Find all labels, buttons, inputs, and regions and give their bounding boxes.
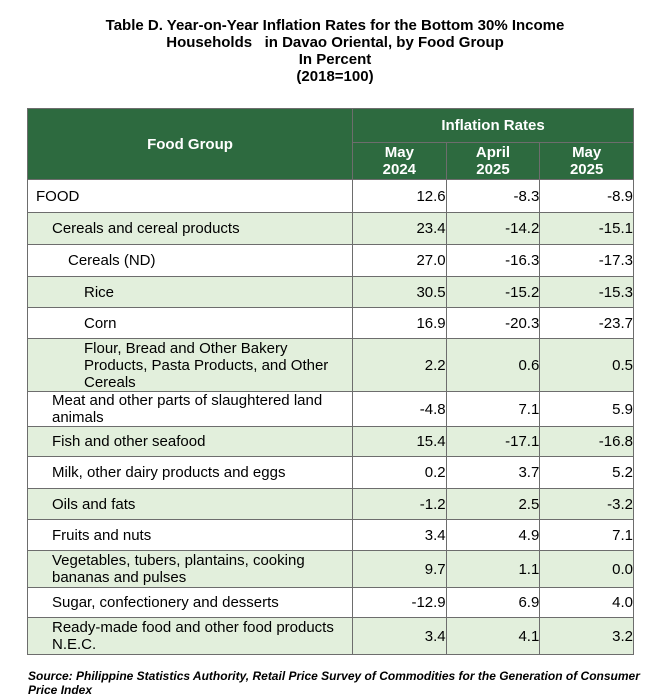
inflation-value: -12.9 [352, 587, 447, 618]
food-group-name: Meat and other parts of slaughtered land… [27, 391, 353, 427]
inflation-value: 4.1 [445, 617, 541, 655]
source-note: Source: Philippine Statistics Authority,… [28, 669, 640, 697]
inflation-value: -15.3 [539, 276, 634, 308]
food-group-name: Milk, other dairy products and eggs [27, 456, 353, 489]
inflation-value: -16.8 [539, 426, 634, 457]
inflation-value: -14.2 [445, 212, 541, 245]
inflation-value: 7.1 [539, 519, 634, 551]
inflation-value: 30.5 [352, 276, 447, 308]
inflation-value: 12.6 [352, 179, 447, 213]
inflation-value: 0.2 [352, 456, 447, 489]
inflation-value: -4.8 [352, 391, 447, 427]
inflation-value: -17.1 [445, 426, 541, 457]
title-line-1: Table D. Year-on-Year Inflation Rates fo… [105, 17, 565, 34]
food-group-name: Ready-made food and other food products … [27, 617, 353, 655]
inflation-value: 5.9 [539, 391, 634, 427]
table-row: Cereals (ND) 27.0 -16.3 -17.3 [27, 244, 634, 277]
title-line-2: Households in Davao Oriental, by Food Gr… [166, 34, 504, 51]
table-row: Oils and fats -1.2 2.5 -3.2 [27, 488, 634, 520]
header-col-1-month: May [384, 144, 414, 161]
inflation-value: 5.2 [539, 456, 634, 489]
food-group-name: Rice [27, 276, 353, 308]
inflation-value: 0.5 [539, 338, 634, 392]
table-row: FOOD 12.6 -8.3 -8.9 [27, 179, 634, 213]
inflation-value: 3.7 [445, 456, 541, 489]
food-group-name: Corn [27, 307, 353, 339]
food-group-name: Oils and fats [27, 488, 353, 520]
header-col-2-year: 2025 [476, 161, 510, 178]
food-group-name: Vegetables, tubers, plantains, cooking b… [27, 550, 353, 588]
inflation-value: 15.4 [352, 426, 447, 457]
inflation-value: 7.1 [445, 391, 541, 427]
food-group-name: Cereals (ND) [27, 244, 353, 277]
inflation-value: 16.9 [352, 307, 447, 339]
header-col-1-year: 2024 [382, 161, 417, 178]
inflation-value: -15.1 [539, 212, 634, 245]
header-inflation-rates: Inflation Rates [352, 108, 634, 143]
table-row: Flour, Bread and Other Bakery Products, … [27, 338, 634, 392]
inflation-value: -23.7 [539, 307, 634, 339]
title-line-3: In Percent [298, 51, 372, 68]
table-row: Cereals and cereal products 23.4 -14.2 -15.… [27, 212, 634, 245]
inflation-value: 0.0 [539, 550, 634, 588]
header-col-3: May 2025 [539, 142, 634, 180]
inflation-value: -8.3 [445, 179, 541, 213]
table-row: Vegetables, tubers, plantains, cooking b… [27, 550, 634, 588]
header-food-group: Food Group [27, 108, 353, 180]
table-row: Rice 30.5 -15.2 -15.3 [27, 276, 634, 308]
inflation-value: 6.9 [445, 587, 541, 618]
food-group-name: Cereals and cereal products [27, 212, 353, 245]
inflation-value: 23.4 [352, 212, 447, 245]
food-group-name: FOOD [27, 179, 353, 213]
food-group-name: Fish and other seafood [27, 426, 353, 457]
inflation-value: 2.2 [352, 338, 447, 392]
header-col-3-month: May [572, 144, 602, 161]
inflation-value: 4.0 [539, 587, 634, 618]
table-body: FOOD 12.6 -8.3 -8.9 Cereals and cereal produ… [27, 179, 634, 655]
table-title: Table D. Year-on-Year Inflation Rates fo… [0, 17, 670, 85]
food-group-name: Flour, Bread and Other Bakery Products, … [27, 338, 353, 392]
header-col-3-year: 2025 [569, 161, 604, 178]
table-row: Sugar, confectionery and desserts -12.9 6.… [27, 587, 634, 618]
header-col-2: April 2025 [445, 142, 541, 180]
inflation-value: 9.7 [352, 550, 447, 588]
inflation-value: -16.3 [445, 244, 541, 277]
title-line-4: (2018=100) [296, 68, 374, 85]
inflation-value: -17.3 [539, 244, 634, 277]
table-row: Corn 16.9 -20.3 -23.7 [27, 307, 634, 339]
inflation-value: 3.4 [352, 617, 447, 655]
inflation-value: 27.0 [352, 244, 447, 277]
inflation-value: 4.9 [445, 519, 541, 551]
inflation-value: 3.4 [352, 519, 447, 551]
inflation-value: 1.1 [445, 550, 541, 588]
table-row: Fruits and nuts 3.4 4.9 7.1 [27, 519, 634, 551]
table-row: Ready-made food and other food products … [27, 617, 634, 655]
inflation-value: -20.3 [445, 307, 541, 339]
inflation-value: -8.9 [539, 179, 634, 213]
food-group-name: Sugar, confectionery and desserts [27, 587, 353, 618]
header-col-2-month: April [475, 144, 511, 161]
food-group-name: Fruits and nuts [27, 519, 353, 551]
inflation-value: 2.5 [445, 488, 541, 520]
inflation-value: -1.2 [352, 488, 447, 520]
inflation-table: Food Group Inflation Rates May 2024 Apri… [27, 108, 634, 655]
table-row: Meat and other parts of slaughtered land… [27, 391, 634, 427]
table-row: Milk, other dairy products and eggs 0.2 3.… [27, 456, 634, 489]
inflation-value: -15.2 [445, 276, 541, 308]
table-row: Fish and other seafood 15.4 -17.1 -16.8 [27, 426, 634, 457]
inflation-value: 3.2 [539, 617, 634, 655]
inflation-value: -3.2 [539, 488, 634, 520]
inflation-value: 0.6 [445, 338, 541, 392]
header-col-1: May 2024 [352, 142, 447, 180]
